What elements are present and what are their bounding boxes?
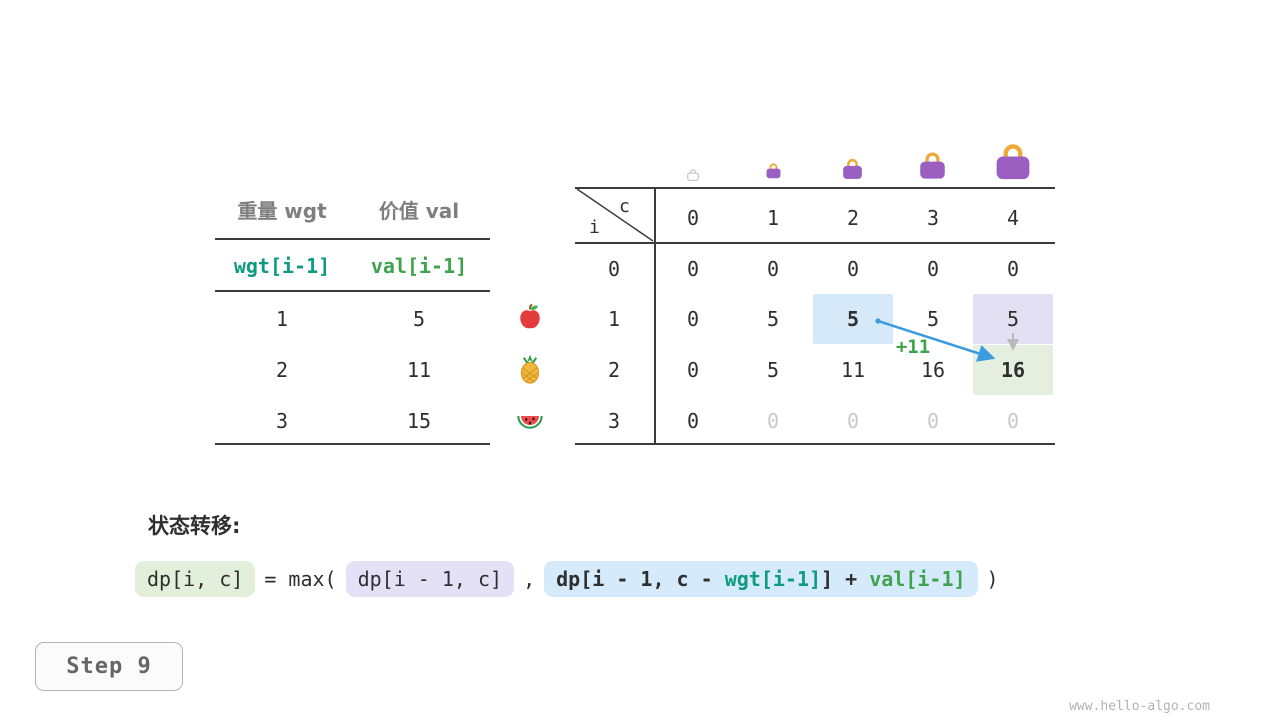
transition-formula: dp[i, c] = max( dp[i - 1, c] , dp[i - 1,… <box>135 561 999 597</box>
item-val-3: 15 <box>406 409 432 433</box>
dp-cell-1-2: 5 <box>846 307 860 331</box>
dp-cell-0-4: 0 <box>1006 257 1020 281</box>
transition-title: 状态转移: <box>148 514 241 538</box>
dp-cell-1-3: 5 <box>926 307 940 331</box>
bag-icon <box>916 150 949 184</box>
apple-icon <box>515 302 545 336</box>
dp-row-header-1: 1 <box>607 307 621 331</box>
dp-col-header-3: 3 <box>926 206 940 230</box>
item-val-2: 11 <box>406 358 432 382</box>
dp-table-rule-top <box>575 187 1055 189</box>
dp-cell-3-3: 0 <box>926 409 940 433</box>
dp-row-header-2: 2 <box>607 358 621 382</box>
formula-option2-val: val[i-1] <box>869 567 966 591</box>
formula-equals: = max( <box>264 567 337 591</box>
bag-icon <box>840 157 865 184</box>
formula-option2-prefix: dp[i - 1, c - <box>556 567 725 591</box>
dp-row-header-0: 0 <box>607 257 621 281</box>
item-table-rule-bottom <box>215 443 490 445</box>
item-wgt-1: 1 <box>275 307 289 331</box>
bag-outline-icon <box>686 166 700 185</box>
formula-lhs: dp[i, c] <box>135 561 256 597</box>
watermelon-icon <box>515 406 545 440</box>
item-table-val-index: val[i-1] <box>370 254 468 278</box>
bag-icon <box>764 162 783 183</box>
item-table-header-weight: 重量 wgt <box>237 199 327 223</box>
formula-option2-wgt: wgt[i-1] <box>724 567 822 591</box>
dp-col-header-2: 2 <box>846 206 860 230</box>
step-badge: Step 9 <box>35 642 183 691</box>
bag-icon <box>991 141 1035 185</box>
dp-cell-3-2: 0 <box>846 409 860 433</box>
dp-cell-2-4: 16 <box>1000 358 1026 382</box>
dp-col-header-4: 4 <box>1006 206 1020 230</box>
dp-cell-3-4: 0 <box>1006 409 1020 433</box>
dp-table-rule-bottom <box>575 443 1055 445</box>
formula-option2: dp[i - 1, c - wgt[i-1]] + val[i-1] <box>544 561 978 597</box>
dp-row-header-3: 3 <box>607 409 621 433</box>
formula-close-paren: ) <box>986 567 999 591</box>
dp-cell-2-3: 16 <box>920 358 946 382</box>
item-wgt-2: 2 <box>275 358 289 382</box>
dp-cell-0-1: 0 <box>766 257 780 281</box>
item-table-rule-top <box>215 238 490 240</box>
item-val-1: 5 <box>412 307 426 331</box>
dp-cell-2-2: 11 <box>840 358 866 382</box>
dp-cell-0-2: 0 <box>846 257 860 281</box>
watermark: www.hello-algo.com <box>1069 699 1210 714</box>
formula-option2-mid: ] + <box>821 567 870 591</box>
dp-cell-1-1: 5 <box>766 307 780 331</box>
dp-cell-2-1: 5 <box>766 358 780 382</box>
dp-table-rule-vertical <box>654 187 656 445</box>
transition-delta-label: +11 <box>895 336 931 358</box>
formula-option1: dp[i - 1, c] <box>345 561 515 597</box>
dp-cell-1-4: 5 <box>1006 307 1020 331</box>
dp-cell-0-0: 0 <box>686 257 700 281</box>
dp-cell-3-1: 0 <box>766 409 780 433</box>
dp-cell-2-0: 0 <box>686 358 700 382</box>
item-table-header-value: 价值 val <box>378 199 460 223</box>
dp-col-header-1: 1 <box>766 206 780 230</box>
dp-cell-0-3: 0 <box>926 257 940 281</box>
item-wgt-3: 3 <box>275 409 289 433</box>
dp-corner-row-label: i <box>589 217 600 238</box>
dp-cell-1-0: 0 <box>686 307 700 331</box>
dp-corner-col-label: c <box>619 196 630 217</box>
pineapple-icon <box>515 354 545 388</box>
dp-col-header-0: 0 <box>686 206 700 230</box>
item-table-wgt-index: wgt[i-1] <box>233 254 331 278</box>
dp-table-rule-header <box>575 242 1055 244</box>
item-table-rule-mid <box>215 290 490 292</box>
dp-cell-3-0: 0 <box>686 409 700 433</box>
formula-separator: , <box>523 567 536 591</box>
